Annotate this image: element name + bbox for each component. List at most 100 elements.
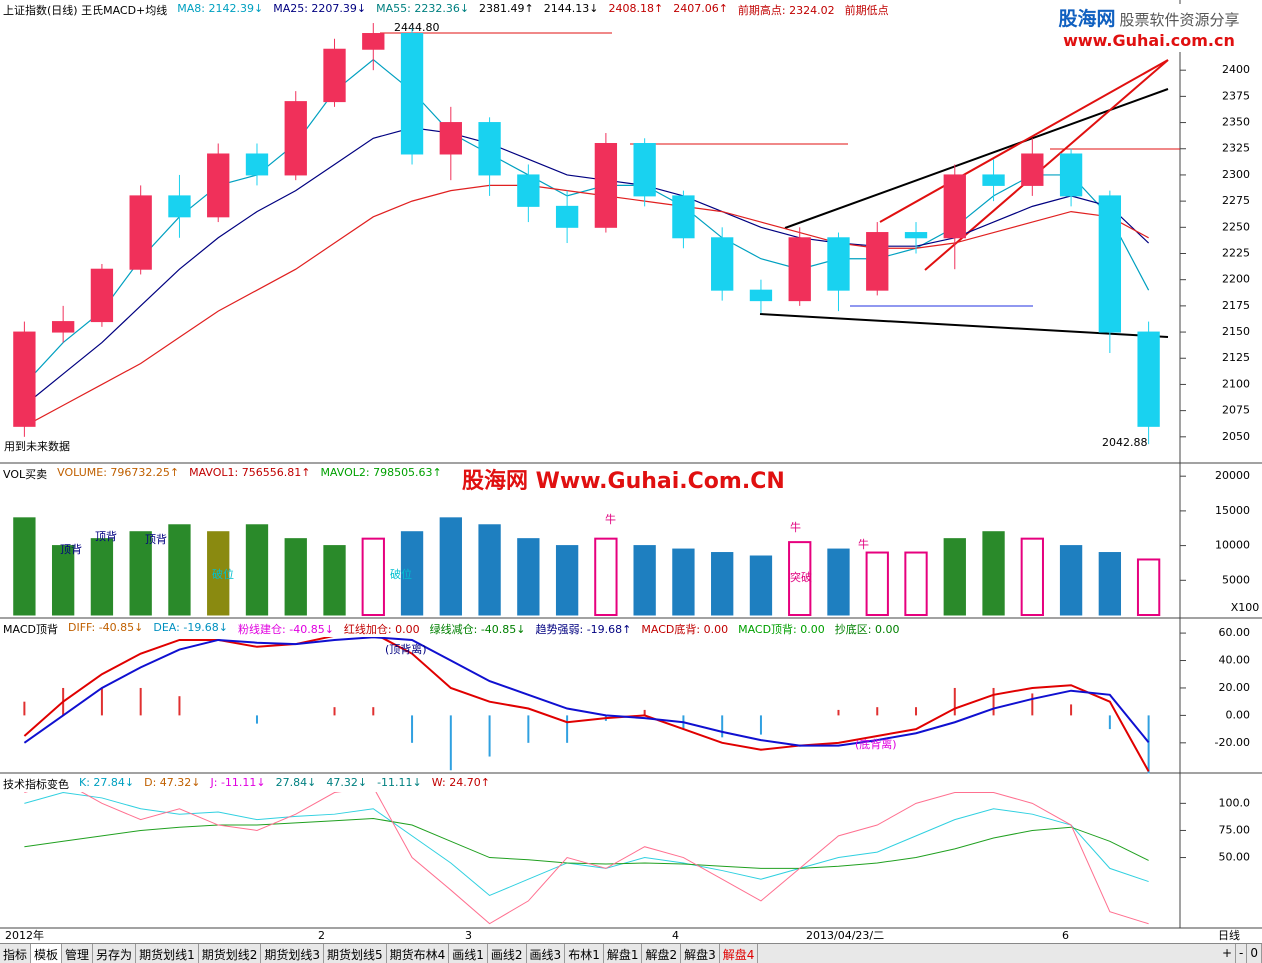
volume-note: 牛 xyxy=(605,512,616,526)
volume-note: 突破 xyxy=(790,570,812,584)
y-tick-label: 2325 xyxy=(1222,142,1250,155)
volume-bar xyxy=(594,537,618,616)
header-item: W: 24.70↑ xyxy=(431,776,490,789)
header-item: 技术指标变色 xyxy=(3,778,69,791)
y-tick-label: 2125 xyxy=(1222,351,1250,364)
header-item: MAVOL1: 756556.81↑ xyxy=(189,466,311,479)
header-item: 2381.49↑ xyxy=(479,2,534,15)
tab[interactable]: 期货划线2 xyxy=(199,944,262,963)
y-tick-label: 2200 xyxy=(1222,273,1250,286)
volume-note: 顶背 xyxy=(60,542,82,556)
volume-bar xyxy=(51,545,75,616)
y-tick-label: 15000 xyxy=(1215,504,1250,517)
tab[interactable]: 解盘4 xyxy=(720,944,759,963)
header-item: MACD顶背 xyxy=(3,623,58,636)
header-item: 前期低点 xyxy=(844,4,889,17)
y-tick-label: 20000 xyxy=(1215,469,1250,482)
candle-body xyxy=(1098,195,1122,333)
volume-bar xyxy=(284,538,307,616)
tab[interactable]: 画线2 xyxy=(488,944,527,963)
header-item: MA8: 2142.39↓ xyxy=(177,2,264,15)
y-tick-label: 2050 xyxy=(1222,430,1250,443)
candle-body xyxy=(1021,153,1044,186)
candle-body xyxy=(517,174,540,207)
volume-bar xyxy=(633,545,656,616)
date-label: 3 xyxy=(465,929,472,942)
macd-header: MACD顶背 DIFF: -40.85↓ DEA: -19.68↓ 粉线建仓: -40… xyxy=(3,621,900,637)
trend-line xyxy=(784,88,1169,229)
candle-body xyxy=(827,237,850,291)
y-tick-label: 50.00 xyxy=(1219,851,1251,864)
candle-body xyxy=(1137,331,1160,427)
candle-body xyxy=(284,101,307,176)
y-tick-label: 2350 xyxy=(1222,116,1250,129)
header-item: 27.84↓ xyxy=(275,776,317,789)
logo-slogan: 股票软件资源分享 xyxy=(1119,11,1240,29)
candle-body xyxy=(207,153,230,218)
header-item: 红线加仓: 0.00 xyxy=(343,623,420,636)
volume-bar xyxy=(13,517,36,616)
ma-line xyxy=(24,184,1149,427)
candle-body xyxy=(982,174,1005,186)
candle-body xyxy=(904,232,928,239)
volume-bar xyxy=(439,517,462,616)
candle-body xyxy=(90,268,114,323)
kdj-line xyxy=(24,781,1149,925)
candle-body xyxy=(323,48,346,103)
header-item: DIFF: -40.85↓ xyxy=(67,621,144,634)
volume-bar xyxy=(555,545,579,616)
trend-line xyxy=(879,59,1169,223)
volume-note: 破位 xyxy=(390,567,412,581)
y-tick-label: 40.00 xyxy=(1219,654,1251,667)
tab[interactable]: 解盘1 xyxy=(604,944,643,963)
tab[interactable]: 期货布林4 xyxy=(387,944,450,963)
header-item: MA55: 2232.36↓ xyxy=(376,2,470,15)
volume-note: 顶背 xyxy=(145,532,167,546)
date-label: 日线 xyxy=(1218,928,1240,942)
tab[interactable]: 模板 xyxy=(31,944,63,963)
volume-bar xyxy=(672,548,695,616)
header-item: K: 27.84↓ xyxy=(79,776,135,789)
volume-bar xyxy=(749,555,773,616)
tab[interactable]: 期货划线3 xyxy=(261,944,324,963)
header-item: MACD底背: 0.00 xyxy=(641,623,729,636)
tab[interactable]: 画线3 xyxy=(527,944,566,963)
tab[interactable]: 指标 xyxy=(0,944,32,963)
header-item: 2408.18↑ xyxy=(608,2,664,15)
tab[interactable]: 布林1 xyxy=(565,944,604,963)
volume-bar xyxy=(711,552,734,616)
y-tick-label: -20.00 xyxy=(1215,736,1250,749)
price-note: 2042.88 xyxy=(1102,436,1148,449)
tab[interactable]: 期货划线1 xyxy=(136,944,199,963)
tab[interactable]: 期货划线5 xyxy=(324,944,387,963)
logo: 股海网 股票软件资源分享 www.Guhai.com.cn xyxy=(1040,4,1258,52)
watermark: 股海网 Www.Guhai.Com.CN xyxy=(462,468,785,494)
logo-brand: 股海网 xyxy=(1058,8,1116,30)
volume-bar xyxy=(1136,558,1161,617)
tab-button[interactable]: - xyxy=(1236,944,1248,963)
y-tick-label: 2150 xyxy=(1222,325,1250,338)
volume-bar xyxy=(943,538,966,616)
y-tick-label: 75.00 xyxy=(1219,823,1251,836)
y-tick-label: 10000 xyxy=(1215,539,1250,552)
volume-note: 顶背 xyxy=(95,529,117,543)
tab[interactable]: 解盘2 xyxy=(642,944,682,963)
tab[interactable]: 解盘3 xyxy=(681,944,720,963)
tab[interactable]: 画线1 xyxy=(449,944,488,963)
logo-url: www.Guhai.com.cn xyxy=(1063,31,1235,50)
tab[interactable]: 管理 xyxy=(62,944,94,963)
candle-body xyxy=(1059,153,1083,197)
volume-bar xyxy=(129,531,152,616)
volume-bar xyxy=(788,541,812,616)
header-item: VOLUME: 796732.25↑ xyxy=(57,466,180,479)
volume-note: 牛 xyxy=(790,520,801,534)
tab-button[interactable]: + xyxy=(1219,944,1237,963)
volume-bar xyxy=(904,551,928,616)
volume-bar xyxy=(1098,552,1122,616)
tab[interactable]: 另存为 xyxy=(93,944,137,963)
header-item: 前期高点: 2324.02 xyxy=(737,4,835,17)
volume-bar xyxy=(517,538,540,616)
dea-line xyxy=(23,636,1150,747)
tab-button[interactable]: 0 xyxy=(1247,944,1262,963)
